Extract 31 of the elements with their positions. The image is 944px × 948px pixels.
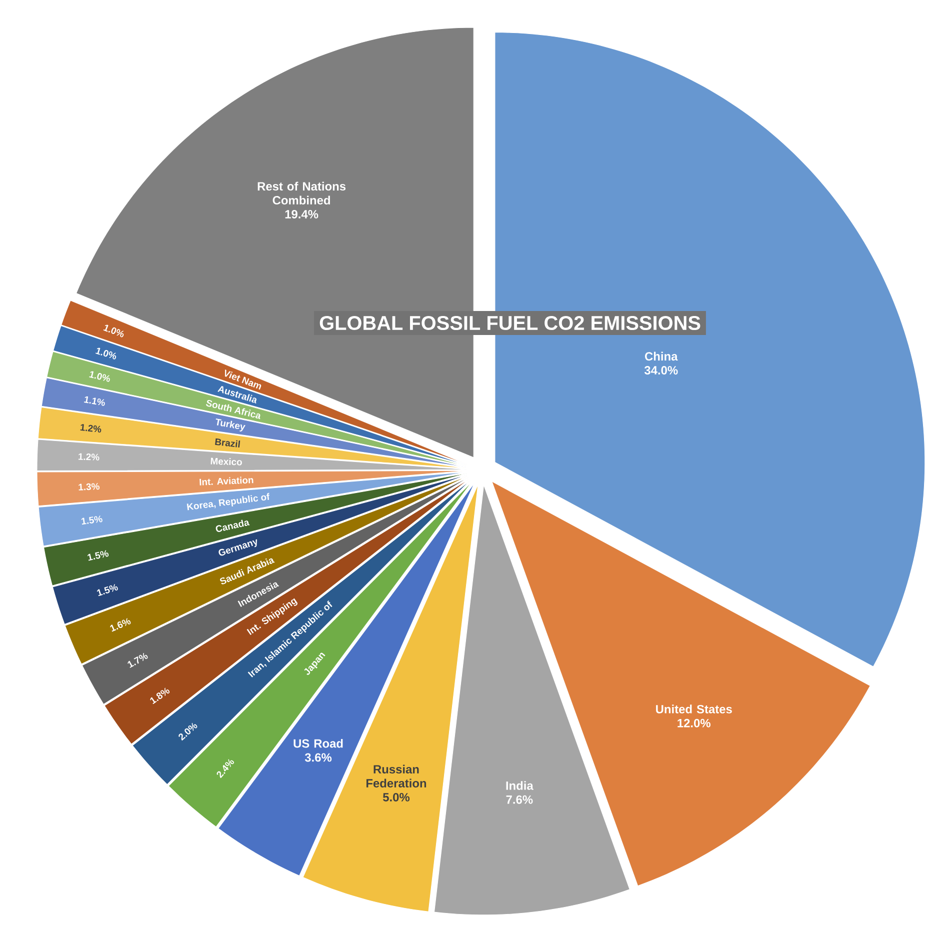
data-label: 7.6% xyxy=(506,795,533,804)
slice-label: India xyxy=(506,781,534,790)
slice-label: Turkey xyxy=(216,418,246,432)
data-label: 3.6% xyxy=(304,753,332,762)
data-label: 1.1% xyxy=(84,396,105,406)
data-label: 1.5% xyxy=(81,516,102,525)
data-label: 1.0% xyxy=(89,371,110,382)
data-label: 1.6% xyxy=(110,618,131,632)
data-label: 1.5% xyxy=(96,584,118,596)
slice-label: China xyxy=(645,352,678,361)
data-label: 1.3% xyxy=(78,483,100,490)
slice-label: Int. Aviation xyxy=(200,476,254,486)
data-label: 1.2% xyxy=(80,424,102,433)
text: GLOBAL FOSSIL FUEL CO2 EMISSIONS xyxy=(320,316,700,330)
slice-label: Brazil xyxy=(215,438,240,448)
data-label: 1.0% xyxy=(103,324,124,338)
data-label: 19.4% xyxy=(285,210,318,218)
slice-label: Rest of Nations Combined xyxy=(258,182,346,205)
slice-label: US Road xyxy=(294,738,343,748)
slice-label: Korea, Republic of xyxy=(186,492,270,510)
slice-label: Mexico xyxy=(210,458,242,466)
data-label: 1.7% xyxy=(128,652,148,668)
slice-label: Canada xyxy=(216,520,250,532)
slice-label: United States xyxy=(656,704,732,714)
data-label: 34.0% xyxy=(644,366,678,375)
slice-label: Russian Federation xyxy=(366,764,426,788)
data-label: 1.2% xyxy=(78,453,100,460)
data-label: 1.5% xyxy=(88,550,109,561)
data-label: 5.0% xyxy=(382,792,410,802)
data-label: 1.0% xyxy=(96,348,116,360)
data-label: 12.0% xyxy=(678,718,710,728)
